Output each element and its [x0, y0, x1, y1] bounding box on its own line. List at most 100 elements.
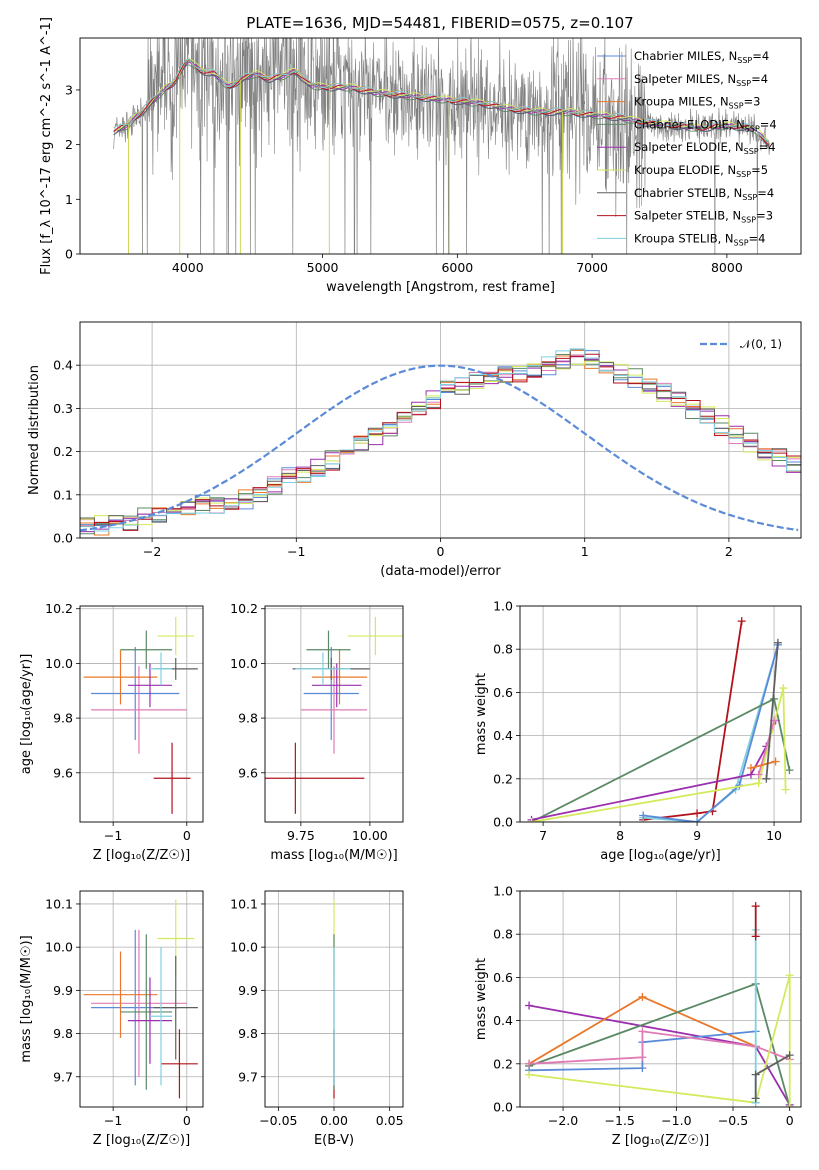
legend-label-chabrier_miles: Chabrier MILES, NSSP=4 — [634, 49, 769, 65]
legend-label-salpeter_elodie: Salpeter ELODIE, NSSP=4 — [634, 140, 776, 156]
legend-n: =4 — [757, 186, 774, 200]
weight-marker-salpeter_miles — [638, 1053, 647, 1062]
x-tick-label: 5000 — [307, 260, 339, 275]
y-tick-label: 0.3 — [53, 401, 73, 416]
y-tick-label: 9.8 — [238, 1026, 258, 1041]
legend-text: Chabrier MILES, N — [634, 49, 737, 63]
legend-subscript: SSP — [737, 56, 752, 65]
legend-n: =5 — [751, 163, 768, 177]
y-tick-label: 0.0 — [493, 815, 513, 830]
y-tick-label: 9.9 — [53, 983, 73, 998]
weight-line-salpeter_miles — [529, 1030, 791, 1065]
plot-area-spectrum — [113, 38, 771, 254]
y-tick-label: 0.6 — [493, 970, 513, 985]
weight-marker-chabrier_miles — [639, 811, 648, 820]
legend-n: =4 — [751, 72, 768, 86]
y-axis-label: mass weight — [474, 958, 489, 1040]
gauss-legend-label: 𝒩(0, 1) — [740, 337, 782, 351]
weight-line-kroupa_elodie — [528, 974, 791, 1107]
weight-marker-kroupa_elodie — [785, 1103, 794, 1107]
weight-marker-kroupa_elodie — [779, 684, 788, 693]
weight-marker-salpeter_stelib — [751, 902, 760, 911]
legend-label-chabrier_stelib: Chabrier STELIB, NSSP=4 — [634, 186, 774, 202]
legend-text: Salpeter STELIB, N — [634, 209, 741, 223]
y-axis-label: age [log₁₀(age/yr)] — [19, 654, 34, 775]
x-axis-label: wavelength [Angstrom, rest frame] — [326, 280, 555, 295]
panel-residuals: −2 −1 0 1 2 0.0 0.1 0.2 0.3 0.4 (data-model)/error… — [27, 321, 802, 579]
weight-marker-kroupa_elodie — [754, 779, 763, 788]
legend-label-kroupa_elodie: Kroupa ELODIE, NSSP=5 — [634, 163, 768, 179]
y-tick-label: 0.8 — [493, 927, 513, 942]
y-tick-label: 0.4 — [493, 1013, 513, 1028]
model-line-chabrier_elodie — [113, 64, 769, 144]
y-tick-label: 0.2 — [493, 771, 513, 786]
y-tick-label: 9.8 — [238, 711, 258, 726]
axes-frame — [264, 605, 404, 823]
y-tick-label: 9.8 — [53, 711, 73, 726]
legend-subscript: SSP — [745, 124, 760, 133]
y-axis-label: mass [log₁₀(M/M☉)] — [19, 935, 34, 1062]
weight-line-chabrier_miles — [643, 644, 779, 822]
weight-marker-salpeter_stelib — [693, 809, 702, 818]
x-tick-label: 0 — [183, 828, 191, 843]
legend-label-salpeter_stelib: Salpeter STELIB, NSSP=3 — [634, 209, 773, 225]
y-tick-label: 0.0 — [53, 531, 73, 546]
legend-text: Kroupa STELIB, N — [634, 231, 734, 245]
x-tick-label: 2 — [725, 544, 733, 559]
y-tick-label: 10.1 — [45, 896, 73, 911]
x-tick-label: −0.5 — [718, 1113, 748, 1128]
y-tick-label: 0.2 — [493, 1056, 513, 1071]
y-tick-label: 1 — [65, 192, 73, 207]
legend-n: =3 — [744, 95, 761, 109]
weight-marker-chabrier_stelib — [785, 1051, 794, 1060]
y-tick-label: 0.4 — [493, 728, 513, 743]
x-tick-label: −1 — [287, 544, 305, 559]
x-tick-label: −1 — [104, 828, 122, 843]
weight-marker-salpeter_elodie — [525, 1001, 534, 1010]
legend-text: Kroupa ELODIE, N — [634, 163, 736, 177]
y-tick-label: 9.7 — [53, 1069, 73, 1084]
legend-n: =4 — [760, 117, 777, 131]
weight-marker-salpeter_miles — [525, 1059, 534, 1068]
y-tick-label: 10.0 — [230, 940, 258, 955]
panel-age_vs_mass: 9.75 10.00 9.6 9.8 10.0 10.2 mass [log₁₀(M/M☉)… — [230, 601, 404, 863]
legend-subscript: SSP — [729, 102, 744, 111]
y-tick-label: 0.0 — [493, 1100, 513, 1115]
x-axis-label: Z [log₁₀(Z/Z☉)] — [612, 1133, 709, 1148]
y-tick-label: 9.7 — [238, 1069, 258, 1084]
y-tick-label: 10.2 — [230, 601, 258, 616]
y-tick-label: 0.1 — [53, 487, 73, 502]
weight-marker-chabrier_miles — [693, 818, 702, 822]
legend-n: =4 — [749, 231, 766, 245]
weight-marker-chabrier_miles — [638, 1064, 647, 1073]
weight-marker-kroupa_elodie — [527, 818, 536, 822]
x-tick-label: −0.05 — [259, 1113, 297, 1128]
y-tick-label: 10.0 — [45, 656, 73, 671]
weight-marker-chabrier_elodie — [785, 766, 794, 775]
weight-marker-kroupa_miles — [771, 757, 780, 766]
weight-marker-kroupa_elodie — [781, 785, 790, 794]
weight-marker-kroupa_elodie — [525, 1070, 534, 1079]
x-tick-label: −2.0 — [548, 1113, 578, 1128]
x-tick-label: 0 — [786, 1113, 794, 1128]
axes-frame — [264, 890, 404, 1108]
axes-frame — [79, 890, 204, 1108]
plot-area-weight_vs_age — [527, 617, 794, 822]
weight-marker-kroupa_elodie — [785, 971, 794, 980]
panel-weight_vs_age: 7 8 9 10 0.0 0.2 0.4 0.6 0.8 1.0 age [log₁₀(age/yr… — [474, 599, 802, 863]
x-tick-label: 0.05 — [376, 1113, 404, 1128]
legend-text: Kroupa MILES, N — [634, 95, 729, 109]
model-line-salpeter_elodie — [113, 61, 770, 143]
weight-line-kroupa_miles — [750, 760, 776, 769]
y-tick-label: 1.0 — [493, 884, 513, 899]
x-tick-label: 1 — [581, 544, 589, 559]
legend-text: Chabrier ELODIE, N — [634, 117, 745, 131]
histogram-salpeter_elodie — [80, 356, 801, 538]
y-tick-label: 2 — [65, 137, 73, 152]
weight-marker-kroupa_miles — [638, 992, 647, 1001]
x-tick-label: −1.5 — [605, 1113, 635, 1128]
legend-n: =4 — [752, 49, 769, 63]
x-axis-label: Z [log₁₀(Z/Z☉)] — [93, 1133, 190, 1148]
